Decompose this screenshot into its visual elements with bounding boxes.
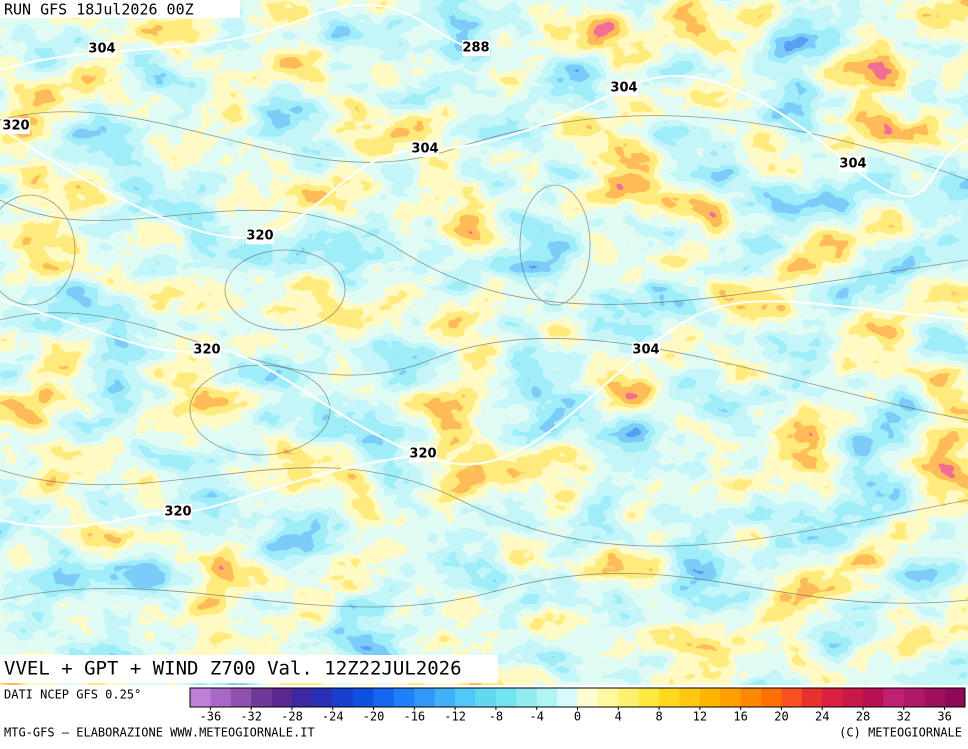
contour-label-bg [462, 40, 490, 56]
colorbar-segment [740, 688, 762, 707]
contour-label-bg [839, 156, 867, 172]
contour-label: 320 [409, 447, 436, 462]
contour-label: 288 [462, 41, 489, 56]
colorbar-tick-label: -12 [444, 710, 466, 724]
contour-label: 320 [246, 229, 273, 244]
map-title: VVEL + GPT + WIND Z700 Val. 12Z22JUL2026 [4, 658, 462, 680]
colorbar-segment [455, 688, 476, 707]
colorbar-segment [883, 688, 905, 707]
colorbar-tick-label: -8 [489, 710, 503, 724]
colorbar-segment [618, 688, 639, 707]
colorbar-tick-label: -28 [281, 710, 303, 724]
contour-label: 304 [839, 157, 866, 172]
contour-label-bg [2, 118, 30, 134]
colorbar-segment [332, 688, 354, 707]
contour-label-bg [632, 342, 660, 358]
title-box [0, 655, 498, 683]
colorbar-segment [801, 688, 823, 707]
colorbar-tick-label: 28 [856, 710, 870, 724]
contour-label-bg [88, 41, 116, 57]
colorbar-tick-label: 36 [937, 710, 951, 724]
colorbar-tick-label: 32 [897, 710, 911, 724]
vvel-field [0, 0, 968, 685]
colorbar-segment [903, 688, 925, 707]
colorbar-segment [475, 688, 497, 707]
colorbar-tick-label: -20 [363, 710, 385, 724]
colorbar-segment [251, 688, 272, 707]
colorbar-segment [863, 688, 884, 707]
colorbar-segment [291, 688, 313, 707]
colorbar-segment [271, 688, 293, 707]
colorbar-segment [761, 688, 782, 707]
source-label: DATI NCEP GFS 0.25° [4, 688, 141, 702]
contour-label-bg [409, 446, 437, 462]
colorbar-segment [944, 688, 966, 707]
colorbar-segment [373, 688, 395, 707]
colorbar-tick-label: -24 [322, 710, 344, 724]
colorbar-segment [597, 688, 619, 707]
colorbar-tick-label: 16 [733, 710, 747, 724]
colorbar-tick-label: 0 [574, 710, 581, 724]
contour-label-bg [610, 80, 638, 96]
header-box [0, 0, 240, 18]
colorbar-tick-label: -32 [240, 710, 262, 724]
colorbar-tick-label: 24 [815, 710, 829, 724]
colorbar-segment [577, 688, 599, 707]
contour-label: 304 [88, 42, 115, 57]
colorbar-segment [312, 688, 334, 707]
contour-label-bg [193, 342, 221, 358]
colorbar-segment [230, 688, 252, 707]
colorbar-segment [679, 688, 701, 707]
colorbar-tick-label: -16 [403, 710, 425, 724]
contour-label-bg [164, 504, 192, 520]
colorbar-segment [495, 688, 517, 707]
colorbar-segment [822, 688, 843, 707]
contour-label-bg [246, 228, 274, 244]
contour-label: 304 [610, 81, 637, 96]
colorbar-segment [414, 688, 436, 707]
contour-label: 320 [164, 505, 191, 520]
footer-right: (C) METEOGIORNALE [839, 726, 962, 740]
colorbar-tick-label: 12 [693, 710, 707, 724]
contour-label: 304 [632, 343, 659, 358]
run-label: RUN GFS 18Jul2026 00Z [4, 1, 194, 19]
colorbar-tick-label: 8 [655, 710, 662, 724]
colorbar-segment [210, 688, 232, 707]
footer-left: MTG-GFS – ELABORAZIONE WWW.METEOGIORNALE… [4, 726, 315, 740]
colorbar-segment [781, 688, 803, 707]
colorbar-segment [699, 688, 721, 707]
colorbar-tick-label: -36 [200, 710, 222, 724]
colorbar-segment [638, 688, 660, 707]
colorbar-segment [536, 688, 558, 707]
colorbar-tick-label: -4 [529, 710, 543, 724]
colorbar-segment [190, 688, 211, 707]
colorbar-segment [393, 688, 415, 707]
colorbar-segment [516, 688, 538, 707]
colorbar-segment [659, 688, 680, 707]
colorbar-segment [434, 688, 456, 707]
contour-label: 320 [2, 119, 29, 134]
colorbar-segment [842, 688, 864, 707]
colorbar-segment [353, 688, 374, 707]
colorbar-tick-label: 4 [615, 710, 622, 724]
colorbar-segment [720, 688, 741, 707]
colorbar-segment [924, 688, 945, 707]
contour-label: 320 [193, 343, 220, 358]
colorbar-tick-label: 20 [774, 710, 788, 724]
streamlines [0, 111, 968, 608]
colorbar-segment [557, 688, 578, 707]
contour-label-bg [411, 141, 439, 157]
contour-label: 304 [411, 142, 438, 157]
